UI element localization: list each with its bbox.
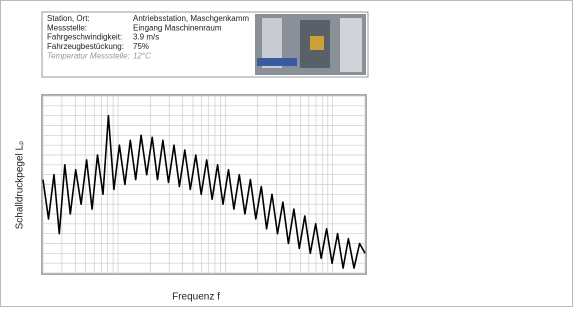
y-axis-label: Schalldruckpegel Lₚ [15, 141, 26, 230]
page: Schalldruckpegel Lₚ Frequenz f Station, … [0, 0, 574, 308]
info-value: 3.9 m/s [133, 33, 159, 42]
info-label: Fahrzeugbestückung: [47, 42, 124, 51]
info-value: 75% [133, 42, 149, 51]
info-value: Eingang Maschinenraum [133, 23, 222, 32]
photo [255, 14, 366, 75]
info-value: Antriebsstation, Maschgenkamm [133, 14, 249, 23]
info-label: Fahrgeschwindigkeit: [47, 33, 122, 42]
x-axis-label: Frequenz f [172, 292, 220, 303]
info-label: Temperatur Messstelle: [47, 51, 130, 60]
info-label: Messstelle: [47, 23, 87, 32]
info-label: Station, Ort: [47, 14, 90, 23]
info-value: 12°C [133, 51, 151, 60]
